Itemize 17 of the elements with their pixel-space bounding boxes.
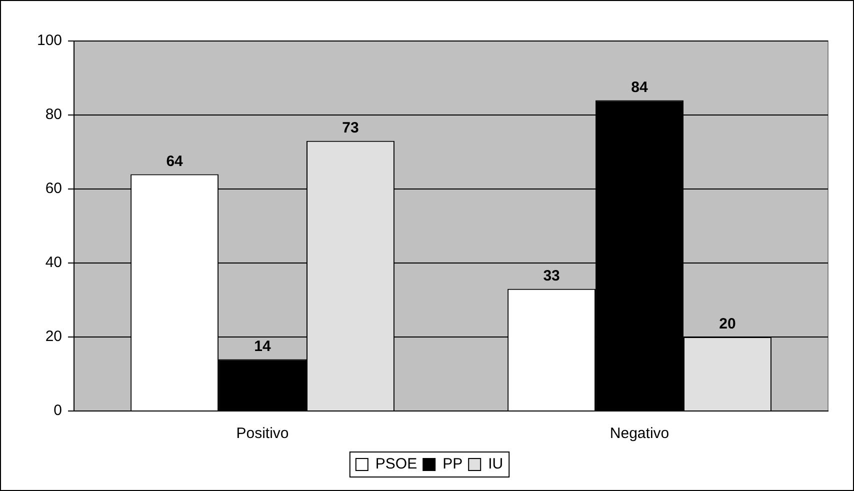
- data-label: 20: [719, 316, 736, 333]
- data-label: 73: [342, 120, 359, 137]
- legend-label: PP: [442, 456, 463, 473]
- data-label: 84: [631, 78, 649, 96]
- data-label: 33: [543, 268, 560, 285]
- x-tick-label: Negativo: [610, 425, 670, 442]
- data-label: 64: [166, 152, 184, 170]
- y-tick-label: 40: [45, 254, 62, 272]
- y-tick-label: 20: [45, 328, 62, 346]
- data-label: 14: [254, 338, 272, 355]
- legend-label: PSOE: [375, 456, 418, 473]
- legend-label: IU: [488, 456, 504, 473]
- x-tick-label: Positivo: [236, 425, 289, 442]
- y-tick-label: 60: [45, 180, 62, 198]
- y-tick-label: 100: [36, 32, 62, 50]
- y-tick-label: 0: [54, 402, 62, 420]
- y-tick-label: 80: [45, 106, 62, 124]
